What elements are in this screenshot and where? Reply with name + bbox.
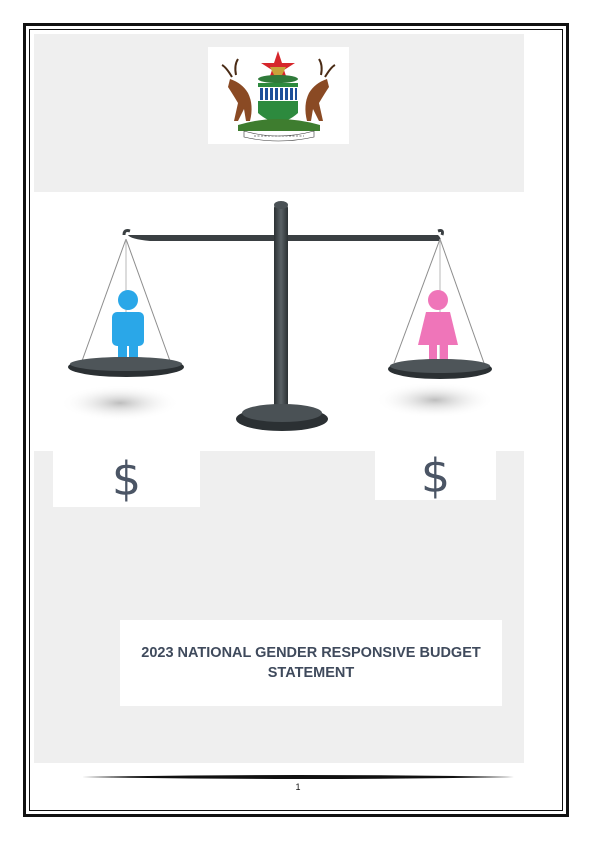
- title-box: 2023 NATIONAL GENDER RESPONSIVE BUDGET S…: [120, 620, 502, 706]
- currency-symbol-right-text: $: [420, 448, 451, 503]
- male-figure-icon: [112, 290, 144, 371]
- female-figure-icon: [418, 290, 458, 371]
- coat-of-arms-image: [208, 47, 349, 144]
- footer-divider: [82, 775, 514, 779]
- page-number: 1: [295, 782, 301, 792]
- coat-of-arms-icon: [221, 51, 336, 142]
- currency-symbol-left: $: [53, 451, 200, 507]
- page-border-inner: [29, 29, 563, 811]
- page-border-outer: [23, 23, 569, 817]
- currency-symbol-right: $: [375, 448, 496, 503]
- currency-symbol-left-text: $: [111, 452, 142, 506]
- balance-scale-image: [60, 201, 495, 431]
- document-title: 2023 NATIONAL GENDER RESPONSIVE BUDGET S…: [141, 645, 481, 681]
